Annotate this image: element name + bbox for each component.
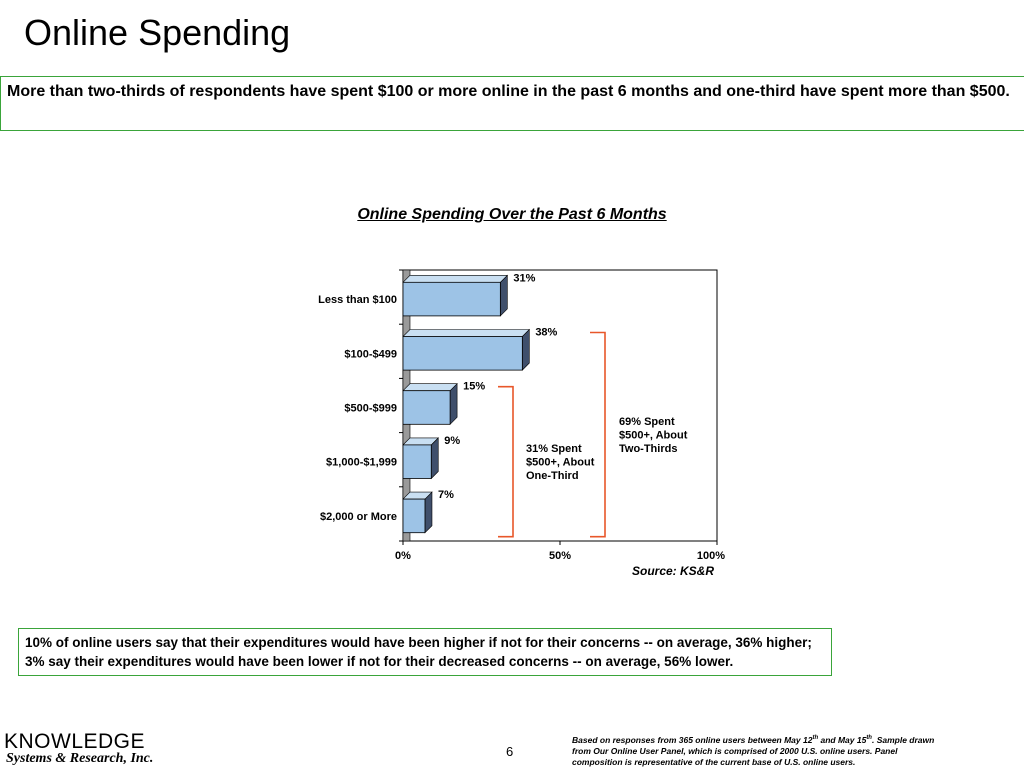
category-label: $500-$999 bbox=[344, 403, 397, 415]
annotation-text: $500+, About bbox=[619, 430, 688, 442]
annotation-text: 69% Spent bbox=[619, 416, 675, 428]
concern-note-box: 10% of online users say that their expen… bbox=[18, 628, 832, 676]
category-label: $1,000-$1,999 bbox=[326, 457, 397, 469]
category-label: $2,000 or More bbox=[320, 511, 397, 523]
bracket bbox=[590, 331, 606, 538]
annotation-text: 31% Spent bbox=[526, 443, 582, 455]
annotation-text: $500+, About bbox=[526, 457, 595, 469]
category-label: Less than $100 bbox=[318, 294, 397, 306]
x-tick-label: 100% bbox=[697, 550, 725, 562]
bar-top bbox=[402, 274, 509, 283]
annotation-text: One-Third bbox=[526, 470, 579, 482]
category-label: $100-$499 bbox=[344, 348, 397, 360]
x-tick-label: 0% bbox=[395, 550, 411, 562]
data-label: 38% bbox=[535, 326, 557, 338]
bar-top bbox=[402, 329, 531, 337]
source-note: Source: KS&R bbox=[632, 564, 715, 578]
x-tick-label: 50% bbox=[549, 550, 571, 562]
data-label: 15% bbox=[463, 381, 485, 393]
data-label: 7% bbox=[438, 489, 454, 501]
footnote: Based on responses from 365 online users… bbox=[572, 734, 935, 767]
chart-title: Online Spending Over the Past 6 Months bbox=[357, 206, 667, 223]
data-label: 31% bbox=[513, 272, 535, 284]
summary-box: More than two-thirds of respondents have… bbox=[0, 76, 1024, 131]
bar-top bbox=[402, 383, 458, 391]
bar bbox=[402, 336, 523, 371]
bar bbox=[402, 281, 501, 317]
page-title: Online Spending bbox=[24, 12, 291, 53]
company-logo-bottom: Systems & Research, Inc. bbox=[6, 751, 154, 766]
annotation-text: Two-Thirds bbox=[619, 443, 677, 455]
company-logo-top: KNOWLEDGE bbox=[4, 730, 146, 753]
bar bbox=[402, 390, 451, 425]
bracket bbox=[498, 385, 514, 538]
data-label: 9% bbox=[444, 435, 460, 447]
page-number: 6 bbox=[506, 744, 514, 759]
bar bbox=[402, 444, 432, 479]
bar bbox=[402, 498, 426, 534]
